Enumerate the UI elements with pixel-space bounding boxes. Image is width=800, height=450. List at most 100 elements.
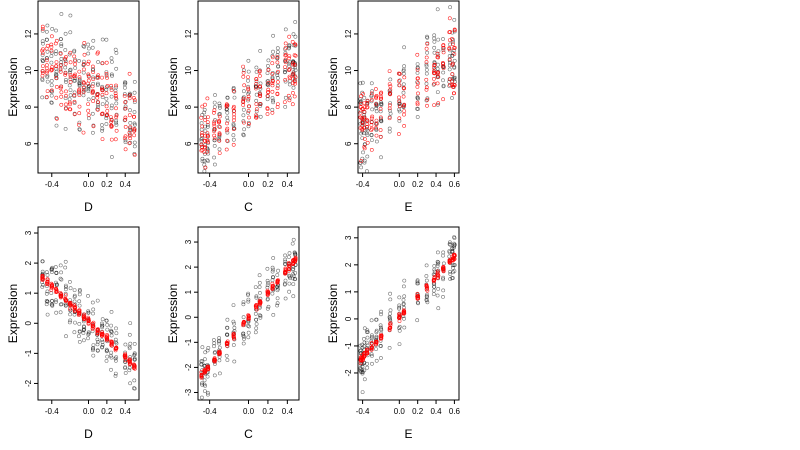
data-point-black — [452, 269, 457, 274]
scatter-panel-bottom-middle: -0.4 0.0 0.2 0.4 -3 -2 -1 0 1 2 3 C Expression — [166, 226, 300, 441]
data-point-red — [41, 64, 45, 69]
data-point-red — [200, 131, 204, 135]
data-point-black — [77, 82, 82, 87]
data-point-red — [63, 298, 68, 303]
data-point-black — [270, 265, 275, 270]
data-point-red — [68, 300, 73, 305]
data-point-red — [293, 42, 297, 47]
data-point-black — [113, 47, 118, 52]
data-point-red — [132, 133, 137, 138]
data-point-black — [374, 317, 379, 322]
data-point-red — [275, 86, 280, 91]
data-point-black — [254, 92, 259, 97]
data-point-black — [77, 289, 82, 294]
data-point-black — [54, 69, 59, 74]
data-point-red — [286, 268, 291, 273]
data-point-red — [441, 267, 446, 272]
data-point-red — [40, 51, 45, 56]
data-point-red — [54, 289, 59, 294]
data-point-black — [100, 95, 105, 100]
data-point-red — [369, 116, 374, 121]
data-point-red — [224, 128, 229, 133]
data-point-red — [293, 258, 298, 263]
data-point-black — [276, 268, 281, 273]
data-point-red — [72, 93, 77, 98]
data-point-black — [271, 312, 276, 317]
data-point-black — [360, 156, 365, 161]
data-point-black — [123, 85, 127, 90]
x-tick-label: 0.2 — [101, 180, 113, 189]
data-point-red — [128, 136, 133, 141]
data-point-black — [287, 43, 292, 48]
data-point-red — [287, 263, 292, 268]
data-point-black — [397, 328, 402, 333]
data-point-black — [379, 155, 383, 160]
data-point-black — [110, 155, 114, 159]
scatter-panel-top-right: -0.4 0.0 0.2 0.4 0.6 6 8 10 12 E Expression — [326, 0, 461, 214]
data-point-red — [54, 76, 59, 80]
data-point-black — [265, 266, 270, 271]
data-point-black — [271, 267, 276, 272]
data-point-red — [232, 109, 237, 113]
data-point-red — [358, 110, 363, 115]
data-point-black — [275, 303, 280, 308]
x-tick-label: 0.4 — [430, 180, 442, 189]
data-point-red — [123, 106, 128, 111]
y-axis-title: Expression — [6, 284, 20, 343]
data-point-black — [67, 320, 72, 325]
y-tick-label: 2 — [184, 264, 193, 269]
data-point-red — [199, 142, 204, 147]
data-point-black — [202, 378, 207, 383]
data-point-red — [225, 342, 230, 347]
data-point-black — [425, 295, 430, 300]
y-tick-label: 12 — [344, 29, 353, 38]
data-point-black — [55, 282, 59, 287]
data-point-black — [275, 46, 280, 51]
data-point-red — [362, 144, 367, 149]
data-point-red — [247, 104, 251, 109]
data-point-red — [450, 79, 455, 84]
data-point-black — [287, 251, 292, 256]
data-point-black — [91, 346, 95, 351]
data-point-black — [447, 240, 452, 245]
data-point-red — [283, 270, 288, 275]
data-point-black — [253, 330, 258, 335]
data-point-black — [452, 244, 457, 248]
data-point-black — [128, 121, 133, 125]
data-point-black — [415, 62, 420, 67]
data-point-black — [231, 123, 236, 128]
data-point-red — [436, 273, 441, 278]
y-tick-label: 2 — [24, 260, 33, 265]
data-point-red — [206, 134, 211, 139]
y-axis-title: Expression — [6, 57, 20, 116]
data-point-red — [424, 77, 429, 82]
data-point-red — [436, 55, 441, 60]
data-point-black — [374, 335, 379, 340]
data-point-red — [40, 69, 45, 73]
data-point-black — [369, 133, 374, 138]
data-point-red — [109, 124, 114, 129]
data-point-red — [290, 102, 295, 107]
data-point-black — [415, 65, 420, 70]
plot-frame — [357, 0, 460, 174]
data-point-red — [291, 62, 296, 67]
data-point-red — [432, 70, 437, 75]
data-point-black — [424, 68, 429, 72]
data-point-red — [44, 95, 49, 99]
data-point-black — [265, 97, 270, 102]
data-point-black — [374, 139, 379, 144]
x-tick-label: -0.4 — [356, 407, 370, 416]
data-point-red — [231, 142, 236, 147]
y-tick-label: -1 — [344, 342, 353, 350]
data-point-red — [364, 349, 369, 354]
data-point-red — [241, 64, 246, 69]
data-point-red — [77, 122, 81, 127]
data-point-red — [77, 312, 82, 317]
data-point-black — [86, 309, 91, 314]
data-point-red — [435, 51, 440, 56]
data-point-black — [45, 23, 50, 28]
data-point-red — [450, 62, 455, 67]
data-point-black — [44, 298, 49, 303]
data-point-black — [206, 159, 210, 164]
data-point-red — [205, 138, 210, 143]
